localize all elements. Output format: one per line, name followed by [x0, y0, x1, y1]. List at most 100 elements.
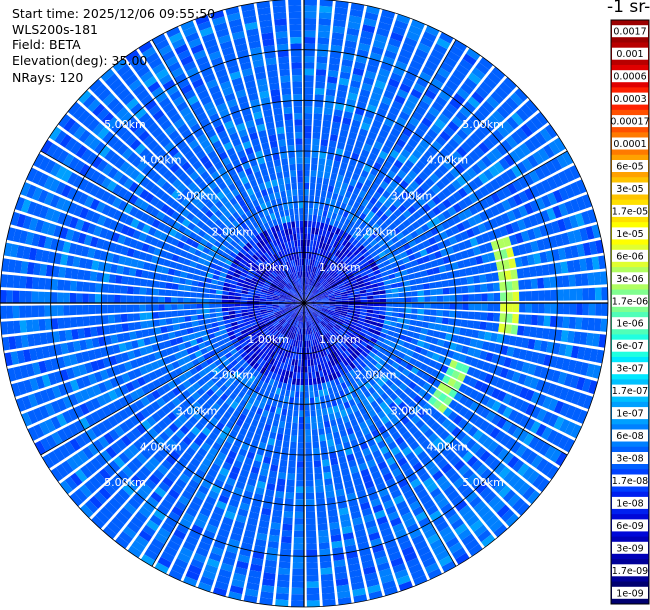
range-gate [247, 291, 255, 296]
range-gate [341, 352, 348, 359]
range-gate [264, 403, 271, 412]
range-gate [343, 538, 356, 547]
range-gate [350, 2, 365, 12]
range-gate [25, 291, 32, 303]
range-gate [388, 273, 396, 280]
range-gate [386, 298, 393, 303]
range-gate [192, 274, 200, 281]
range-gate [318, 241, 323, 249]
range-gate [14, 196, 26, 211]
range-gate [371, 391, 380, 400]
range-gate [404, 313, 412, 319]
range-gate [417, 378, 427, 388]
range-gate [453, 459, 466, 471]
range-gate [501, 420, 513, 433]
range-gate [186, 361, 195, 370]
range-gate [311, 320, 315, 327]
range-gate [509, 358, 519, 370]
range-gate [349, 369, 357, 377]
range-gate [463, 337, 472, 346]
range-gate [392, 307, 399, 312]
range-gate [268, 334, 275, 341]
range-gate [151, 389, 161, 400]
range-gate [421, 66, 435, 77]
range-gate [329, 393, 336, 401]
range-gate [265, 553, 278, 562]
range-gate [331, 425, 339, 433]
range-gate [58, 444, 71, 459]
range-gate [292, 556, 304, 563]
range-gate [244, 588, 259, 597]
range-gate [425, 444, 436, 455]
range-gate [219, 329, 228, 335]
range-gate [170, 238, 180, 247]
range-gate [315, 260, 320, 268]
range-gate [191, 240, 200, 249]
range-gate [287, 473, 296, 481]
range-gate [325, 325, 331, 331]
range-gate [463, 386, 474, 397]
range-gate [479, 198, 490, 210]
range-gate [327, 291, 334, 295]
range-gate [113, 492, 126, 506]
range-gate [103, 432, 115, 445]
range-gate [259, 415, 267, 424]
range-gate [99, 227, 109, 239]
range-gate [306, 562, 318, 569]
range-gate [449, 472, 461, 484]
range-gate [342, 366, 349, 374]
range-gate [346, 260, 353, 267]
range-gate [306, 328, 309, 335]
range-gate [471, 459, 483, 472]
range-gate [305, 454, 313, 462]
range-gate [207, 333, 216, 340]
range-gate [522, 466, 535, 481]
range-gate [358, 317, 366, 322]
range-gate [315, 492, 325, 499]
range-gate [434, 274, 442, 281]
range-gate [217, 407, 226, 416]
range-gate [114, 536, 129, 549]
range-gate [534, 131, 547, 146]
range-gate [381, 96, 393, 106]
range-gate [563, 289, 570, 301]
range-gate [304, 125, 312, 133]
range-gate [139, 287, 147, 295]
range-gate [381, 343, 389, 350]
range-gate [436, 213, 446, 223]
range-gate [408, 425, 419, 435]
range-gate [432, 515, 446, 527]
range-gate [339, 314, 347, 319]
range-gate [305, 404, 310, 411]
range-gate [308, 208, 313, 215]
range-gate [452, 270, 461, 278]
range-gate [194, 350, 203, 358]
range-gate [442, 198, 452, 209]
range-gate [210, 384, 219, 393]
range-gate [236, 320, 244, 325]
range-gate [473, 348, 482, 359]
range-gate [131, 427, 142, 439]
range-gate [165, 196, 176, 207]
range-gate [282, 517, 293, 525]
range-gate [531, 303, 539, 314]
range-gate [460, 319, 468, 328]
range-gate [113, 387, 124, 398]
range-gate [259, 323, 266, 329]
range-gate [345, 269, 352, 275]
range-gate [280, 280, 286, 286]
range-gate [284, 498, 294, 506]
range-gate [513, 398, 524, 411]
range-gate [72, 256, 81, 268]
range-gate [387, 194, 397, 204]
range-gate [427, 199, 437, 209]
range-gate [452, 547, 467, 560]
range-gate [171, 297, 178, 303]
range-gate [248, 569, 262, 579]
range-gate [133, 368, 142, 378]
range-gate [150, 491, 163, 503]
range-gate [437, 67, 451, 79]
range-gate [373, 306, 380, 311]
range-gate [328, 205, 335, 213]
range-gate [236, 335, 244, 341]
